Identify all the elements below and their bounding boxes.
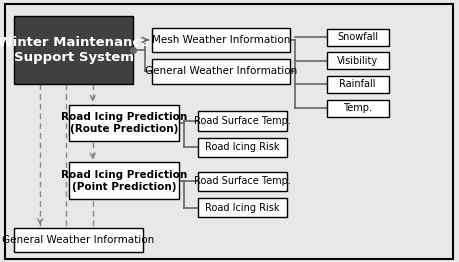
FancyBboxPatch shape [151, 59, 289, 84]
Text: Road Surface Temp.: Road Surface Temp. [194, 176, 291, 187]
FancyBboxPatch shape [326, 52, 388, 69]
FancyBboxPatch shape [69, 105, 179, 141]
Text: Visibility: Visibility [336, 56, 377, 66]
FancyBboxPatch shape [197, 172, 287, 191]
Text: Winter Maintenance
Support System: Winter Maintenance Support System [0, 36, 149, 64]
Text: General Weather Information: General Weather Information [2, 235, 154, 245]
Text: Rainfall: Rainfall [339, 79, 375, 90]
Text: Road Icing Risk: Road Icing Risk [205, 203, 279, 213]
Text: Road Surface Temp.: Road Surface Temp. [194, 116, 291, 126]
FancyBboxPatch shape [197, 111, 287, 131]
Text: Mesh Weather Information: Mesh Weather Information [151, 35, 289, 45]
FancyBboxPatch shape [14, 228, 142, 252]
FancyBboxPatch shape [326, 100, 388, 117]
FancyBboxPatch shape [14, 16, 133, 84]
FancyBboxPatch shape [326, 76, 388, 93]
Text: Road Icing Risk: Road Icing Risk [205, 142, 279, 152]
Text: General Weather Information: General Weather Information [145, 66, 296, 77]
Text: Road Icing Prediction
(Route Prediction): Road Icing Prediction (Route Prediction) [61, 112, 187, 134]
Text: Snowfall: Snowfall [336, 32, 377, 42]
FancyBboxPatch shape [69, 162, 179, 199]
FancyBboxPatch shape [197, 138, 287, 157]
Text: Temp.: Temp. [342, 103, 371, 113]
Text: Road Icing Prediction
(Point Prediction): Road Icing Prediction (Point Prediction) [61, 170, 187, 192]
FancyBboxPatch shape [151, 28, 289, 52]
FancyBboxPatch shape [326, 29, 388, 46]
FancyBboxPatch shape [197, 198, 287, 217]
FancyBboxPatch shape [5, 4, 452, 259]
